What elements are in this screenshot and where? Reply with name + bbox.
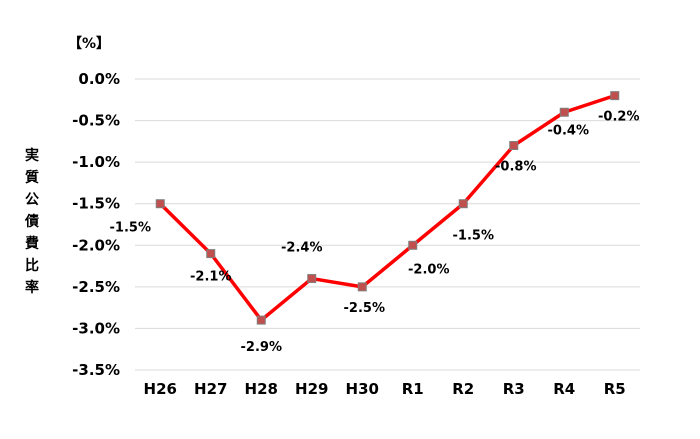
data-point bbox=[307, 274, 317, 284]
data-label: -2.5% bbox=[344, 301, 385, 316]
data-point bbox=[206, 249, 216, 259]
data-labels: -1.5% -2.1% -2.9% -2.4% -2.5% -2.0% -1.5% -0.8%… bbox=[110, 110, 640, 355]
data-point bbox=[357, 282, 367, 292]
x-tick-label: R3 bbox=[503, 380, 525, 398]
x-tick-label: H28 bbox=[245, 380, 278, 398]
y-axis-label-char: 債 bbox=[24, 213, 39, 230]
series-line bbox=[159, 93, 616, 322]
x-tick-label: H29 bbox=[295, 380, 328, 398]
y-axis-label-char: 率 bbox=[25, 279, 39, 296]
x-axis-ticks: H26 H27 H28 H29 H30 R1 R2 R3 R4 R5 bbox=[144, 380, 626, 398]
data-label: -0.4% bbox=[548, 123, 589, 138]
data-point bbox=[559, 107, 569, 117]
y-axis-label-char: 費 bbox=[25, 235, 39, 252]
y-axis-label-char: 実 bbox=[25, 147, 39, 164]
data-label: -0.8% bbox=[495, 160, 536, 175]
data-label: -0.2% bbox=[598, 110, 639, 125]
x-tick-label: R4 bbox=[553, 380, 575, 398]
data-points bbox=[155, 91, 620, 325]
data-label: -2.4% bbox=[281, 241, 322, 256]
x-tick-label: H26 bbox=[144, 380, 177, 398]
x-tick-label: R5 bbox=[604, 380, 626, 398]
x-tick-label: R1 bbox=[402, 380, 424, 398]
x-tick-label: R2 bbox=[452, 380, 474, 398]
x-tick-label: H27 bbox=[194, 380, 227, 398]
data-label: -2.0% bbox=[408, 262, 449, 277]
data-label: -1.5% bbox=[110, 221, 151, 236]
data-point bbox=[408, 240, 418, 250]
y-axis-ticks: 0.0% -0.5% -1.0% -1.5% -2.0% -2.5% -3.0% -3.5% bbox=[72, 70, 120, 379]
y-axis-label-char: 公 bbox=[25, 192, 39, 208]
y-tick-label: -3.5% bbox=[72, 361, 120, 379]
data-label: -2.1% bbox=[190, 270, 231, 285]
y-tick-label: -3.0% bbox=[72, 319, 120, 337]
data-label: -2.9% bbox=[241, 340, 282, 355]
data-point bbox=[610, 91, 620, 101]
y-tick-label: -2.0% bbox=[72, 236, 120, 254]
y-tick-label: -1.5% bbox=[72, 195, 120, 213]
data-point bbox=[256, 315, 266, 325]
y-axis-label-char: 質 bbox=[25, 169, 39, 186]
gridlines bbox=[135, 78, 640, 371]
data-point bbox=[458, 199, 468, 209]
y-tick-label: -2.5% bbox=[72, 278, 120, 296]
data-point bbox=[155, 199, 165, 209]
y-axis-label-char: 比 bbox=[25, 257, 39, 274]
y-tick-label: 0.0% bbox=[78, 70, 120, 88]
y-tick-label: -0.5% bbox=[72, 112, 120, 130]
y-tick-label: -1.0% bbox=[72, 153, 120, 171]
data-point bbox=[509, 141, 519, 151]
unit-label: 【%】 bbox=[68, 36, 110, 52]
data-label: -1.5% bbox=[453, 229, 494, 244]
x-tick-label: H30 bbox=[346, 380, 379, 398]
